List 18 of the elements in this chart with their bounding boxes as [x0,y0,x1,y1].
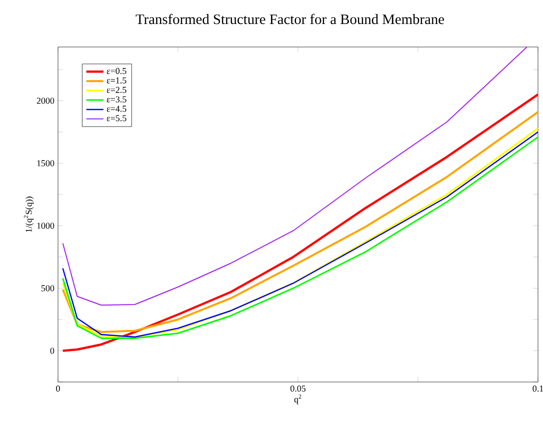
legend-label: ε=1.5 [106,77,126,84]
x-tick-label: 0.1 [532,386,543,392]
legend-label: ε=3.5 [106,96,126,102]
x-tick-label: 0.05 [290,386,306,392]
y-axis-title: 1/(q$^{2}$S(q)) [24,196,34,232]
y-tick-label: 2000 [36,98,54,104]
legend-label: ε=0.5 [106,68,126,74]
y-tick-label: 1000 [37,222,54,229]
legend-label: ε=2.5 [106,86,126,93]
line-series [62,46,528,306]
x-axis-title: q$^{2}$ [294,394,302,404]
legend-label: ε=4.5 [106,106,126,112]
y-tick-label: 1500 [37,160,54,166]
y-tick-label: 0 [50,348,54,354]
legend-label: ε=5.5 [106,115,126,122]
chart-title: Transformed Structure Factor for a Bound Membrane [136,14,444,24]
y-tick-label: 500 [41,285,54,292]
x-tick-label: 0 [56,386,60,392]
